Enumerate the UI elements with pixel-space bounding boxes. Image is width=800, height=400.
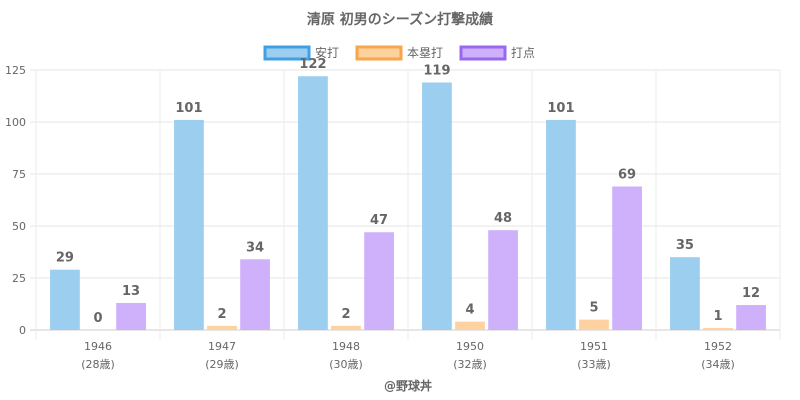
legend-label: 本塁打 xyxy=(407,46,443,60)
data-label: 122 xyxy=(299,57,326,72)
legend-swatch xyxy=(263,45,311,61)
x-tick-label: 1952 xyxy=(704,340,732,353)
chart-title: 清原 初男のシーズン打撃成績 xyxy=(307,11,493,28)
bar-3-1[interactable] xyxy=(116,302,146,330)
x-tick-sublabel: (32歳) xyxy=(453,358,487,371)
x-tick-label: 1951 xyxy=(580,340,608,353)
data-label: 119 xyxy=(423,63,450,78)
data-label: 29 xyxy=(56,251,74,266)
data-label: 69 xyxy=(618,167,636,182)
bar-2-5[interactable] xyxy=(579,319,609,330)
bar-1-5[interactable] xyxy=(546,119,576,330)
data-labels: 29 101 122 119 101 35 0 2 2 4 5 1 13 34 47 48 69 12 xyxy=(56,57,760,326)
legend-label: 安打 xyxy=(315,45,339,60)
legend-item-3[interactable]: 打点 xyxy=(459,45,535,61)
legend-item-1[interactable]: 安打 xyxy=(263,45,339,61)
legend-item-2[interactable]: 本塁打 xyxy=(355,45,443,61)
data-label: 34 xyxy=(246,240,264,255)
legend-swatch xyxy=(355,45,403,61)
y-axis-ticks: 0 25 50 75 100 125 xyxy=(5,64,26,337)
data-label: 5 xyxy=(589,301,598,316)
data-label: 47 xyxy=(370,213,388,228)
bar-3-3[interactable] xyxy=(364,232,394,330)
y-tick-label: 75 xyxy=(12,168,26,181)
legend: 安打 本塁打 打点 xyxy=(263,45,535,61)
data-label: 48 xyxy=(494,211,512,226)
bar-1-3[interactable] xyxy=(298,76,328,331)
bar-3-6[interactable] xyxy=(736,305,766,330)
legend-label: 打点 xyxy=(511,46,535,60)
data-label: 2 xyxy=(217,307,226,322)
bar-1-4[interactable] xyxy=(422,82,452,330)
bar-1-1[interactable] xyxy=(50,269,80,330)
bar-1-6[interactable] xyxy=(670,257,700,330)
y-tick-label: 25 xyxy=(12,272,26,285)
x-tick-label: 1947 xyxy=(208,340,236,353)
x-tick-sublabel: (34歳) xyxy=(701,358,735,371)
x-tick-sublabel: (29歳) xyxy=(205,358,239,371)
x-tick-sublabel: (30歳) xyxy=(329,358,363,371)
data-label: 2 xyxy=(341,307,350,322)
data-label: 35 xyxy=(676,238,694,253)
data-label: 12 xyxy=(742,286,760,301)
data-label: 101 xyxy=(547,101,574,116)
bar-2-3[interactable] xyxy=(331,325,361,330)
y-tick-label: 50 xyxy=(12,220,26,233)
x-tick-label: 1946 xyxy=(84,340,112,353)
bar-2-6[interactable] xyxy=(703,327,733,330)
data-label: 13 xyxy=(122,284,140,299)
x-tick-sublabel: (28歳) xyxy=(81,358,115,371)
grid-lines xyxy=(30,69,781,340)
bar-3-5[interactable] xyxy=(612,186,642,330)
y-tick-label: 0 xyxy=(19,324,26,337)
data-label: 1 xyxy=(713,309,722,324)
x-tick-sublabel: (33歳) xyxy=(577,358,611,371)
bar-2-2[interactable] xyxy=(207,325,237,330)
credit-label: @野球丼 xyxy=(384,378,432,393)
data-label: 4 xyxy=(465,303,474,318)
data-label: 0 xyxy=(93,311,102,326)
bar-3-4[interactable] xyxy=(488,230,518,330)
bars xyxy=(50,76,766,331)
data-label: 101 xyxy=(175,101,202,116)
x-tick-label: 1950 xyxy=(456,340,484,353)
x-tick-label: 1948 xyxy=(332,340,360,353)
y-tick-label: 100 xyxy=(5,116,26,129)
x-axis-ticks: 1946 (28歳) 1947 (29歳) 1948 (30歳) 1950 (32歳) 1951… xyxy=(81,340,735,371)
bar-2-4[interactable] xyxy=(455,321,485,330)
bar-3-2[interactable] xyxy=(240,259,270,330)
bar-1-2[interactable] xyxy=(174,119,204,330)
y-tick-label: 125 xyxy=(5,64,26,77)
legend-swatch xyxy=(459,45,507,61)
